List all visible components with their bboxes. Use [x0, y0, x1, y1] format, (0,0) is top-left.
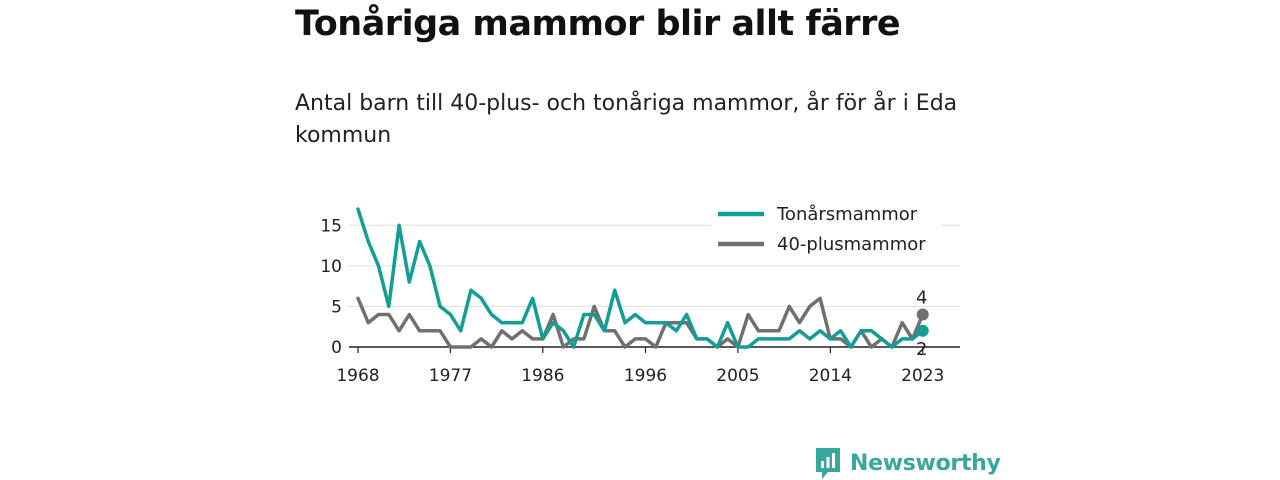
- x-tick-label: 1986: [521, 366, 564, 386]
- end-label-tonarsmammor: 2: [916, 339, 927, 360]
- end-point-40-plusmammor: [916, 308, 929, 321]
- y-axis-ticks: 0 5 10 15: [320, 216, 342, 358]
- legend-background: [711, 198, 941, 264]
- x-tick-label: 2005: [716, 366, 759, 386]
- end-label-40-plusmammor: 4: [916, 288, 927, 309]
- x-tick-label: 1996: [624, 366, 667, 386]
- brand-name: Newsworthy: [850, 450, 1001, 476]
- chart-subtitle: Antal barn till 40-plus- och tonåriga ma…: [295, 91, 958, 148]
- legend-label-40-plusmammor: 40-plusmammor: [777, 234, 926, 255]
- series-line-40-plusmammor: [356, 296, 925, 349]
- y-tick-label: 10: [320, 257, 342, 277]
- series-lines: [356, 207, 925, 349]
- x-tick-label: 1977: [429, 366, 472, 386]
- x-axis-ticks: 1968 1977 1986 1996 2005 2014 2023: [336, 347, 944, 386]
- newsworthy-brand: Newsworthy: [814, 446, 1001, 480]
- legend: Tonårsmammor 40-plusmammor: [711, 198, 941, 264]
- series-line-tonarsmammor: [356, 207, 925, 349]
- newsworthy-logo-icon: [816, 448, 840, 479]
- x-tick-label: 1968: [336, 366, 379, 386]
- end-point-markers: 42: [916, 288, 929, 360]
- y-tick-label: 0: [331, 338, 342, 358]
- y-tick-label: 5: [331, 297, 342, 317]
- y-tick-label: 15: [320, 216, 342, 236]
- x-tick-label: 2023: [901, 366, 944, 386]
- chart-title: Tonåriga mammor blir allt färre: [295, 4, 901, 44]
- legend-label-tonarsmammor: Tonårsmammor: [776, 204, 918, 225]
- end-point-tonarsmammor: [916, 324, 929, 337]
- x-tick-label: 2014: [809, 366, 852, 386]
- line-chart: 0 5 10 15 1968 1977 1986 1996 2005 2014 2023 Tonå…: [320, 198, 960, 386]
